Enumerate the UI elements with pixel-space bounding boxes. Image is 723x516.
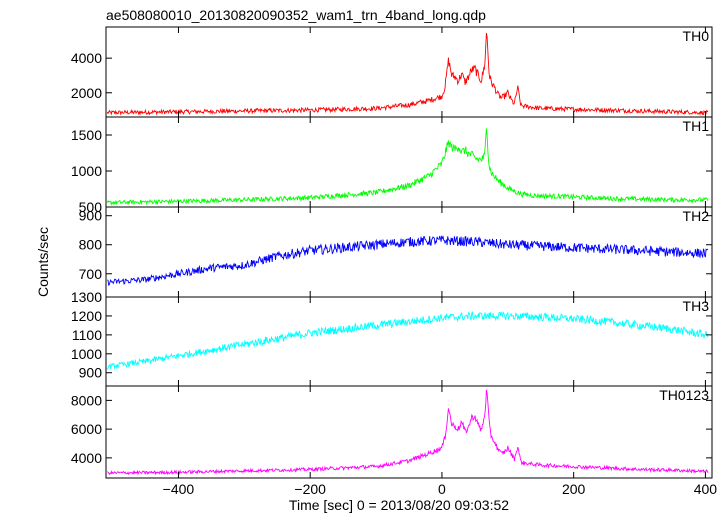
panels-group: TH020004000TH150010001500TH2700800900TH3… [71, 26, 718, 497]
y-tick-label: 8000 [71, 392, 102, 408]
y-tick-label: 1300 [71, 289, 102, 305]
series-line-th1 [106, 128, 709, 207]
y-tick-label: 700 [79, 266, 103, 282]
y-tick-label: 1000 [71, 163, 102, 179]
panel-label-th3: TH3 [683, 298, 710, 314]
panel-frame-th0123 [105, 385, 713, 479]
y-tick-label: 900 [79, 208, 103, 224]
y-tick-label: 800 [79, 237, 103, 253]
panel-label-th1: TH1 [683, 118, 710, 134]
y-tick-label: 1100 [72, 327, 102, 343]
series-line-th2 [107, 235, 709, 286]
series-line-th0123 [107, 389, 709, 476]
y-tick-label: 900 [79, 365, 103, 381]
panel-label-th2: TH2 [683, 208, 710, 224]
panel-frame-th0 [105, 26, 713, 118]
x-tick-label: 400 [694, 481, 718, 497]
panel-frame-th3 [105, 296, 713, 387]
x-axis-label: Time [sec] 0 = 2013/08/20 09:03:52 [289, 497, 509, 513]
panel-label-th0123: TH0123 [659, 387, 709, 403]
panel-label-th0: TH0 [683, 28, 710, 44]
y-axis-label: Counts/sec [35, 227, 51, 297]
x-tick-label: 0 [438, 481, 446, 497]
y-tick-label: 1500 [71, 127, 102, 143]
y-tick-label: 1000 [71, 346, 102, 362]
y-tick-label: 4000 [71, 50, 102, 66]
y-tick-label: 1200 [71, 308, 102, 324]
series-line-th0 [106, 32, 709, 117]
panel-frame-th1 [105, 116, 713, 208]
y-tick-label: 6000 [71, 421, 102, 437]
chart-title: ae508080010_20130820090352_wam1_trn_4ban… [106, 7, 486, 23]
series-line-th3 [106, 310, 709, 370]
x-tick-label: −400 [163, 481, 195, 497]
y-tick-label: 500 [79, 199, 103, 215]
y-tick-label: 2000 [71, 85, 102, 101]
x-tick-label: 200 [562, 481, 586, 497]
y-tick-label: 4000 [71, 450, 102, 466]
panel-frame-th2 [105, 206, 713, 298]
x-tick-label: −200 [294, 481, 326, 497]
